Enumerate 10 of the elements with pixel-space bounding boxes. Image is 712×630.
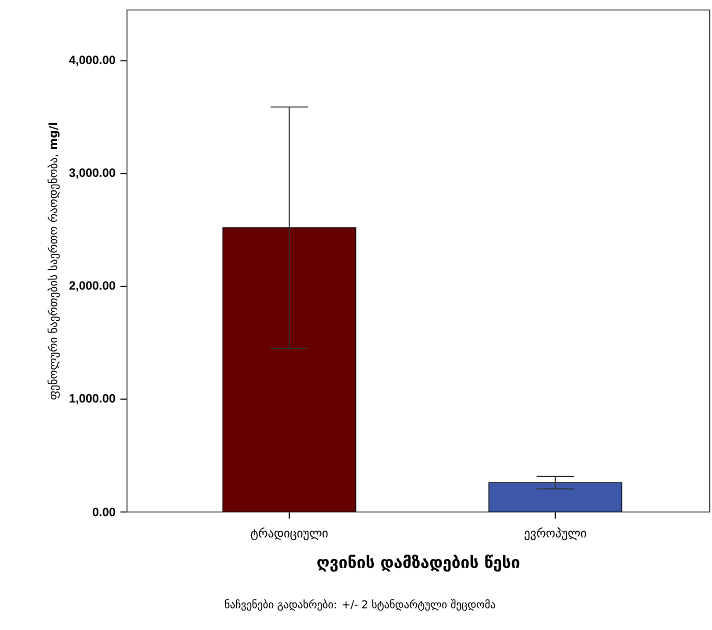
- y-tick-label: 3,000.00: [69, 168, 116, 179]
- x-tick-label: ტრადიციული: [250, 527, 328, 540]
- y-axis-title: ფენოლური ნაერთების საერთო რაოდენობა, mg/l: [48, 122, 60, 400]
- y-tick-label: 2,000.00: [69, 281, 116, 292]
- x-tick-label: ევროპული: [524, 527, 586, 540]
- y-tick-label: 0.00: [92, 508, 116, 516]
- text: ნაჩვენები გადახრები: +/- 2 სტანდარტული შეცდომა: [225, 599, 496, 611]
- y-tick-label: 1,000.00: [70, 394, 116, 404]
- y-tick-label: 4,000.00: [69, 56, 116, 66]
- x-axis-title: ღვინის დამზადების წესი: [317, 554, 520, 572]
